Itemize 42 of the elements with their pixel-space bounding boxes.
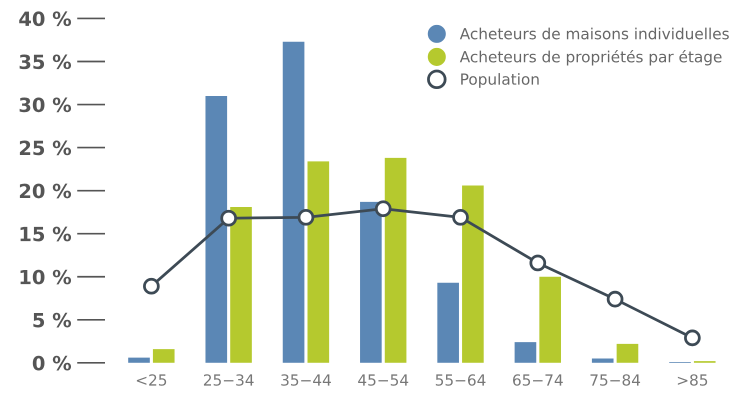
y-tick-label: 5 % <box>33 312 72 328</box>
bar <box>230 207 252 363</box>
point <box>374 200 392 218</box>
bar <box>437 282 459 363</box>
bar <box>282 42 304 363</box>
x-tick-label: >85 <box>678 374 708 386</box>
bar <box>205 96 228 363</box>
bar <box>592 358 614 363</box>
y-tick-label: 10 % <box>20 270 72 284</box>
y-tick-label: 0 % <box>32 356 72 371</box>
x-tick-label: 55−64 <box>436 374 486 386</box>
legend-label: Acheteurs de maisons individuelles <box>460 28 729 40</box>
x-tick-label: 35−44 <box>281 374 331 386</box>
y-tick-label: 25 % <box>20 140 72 156</box>
point <box>220 210 237 227</box>
bar <box>514 342 536 363</box>
bar <box>616 344 638 363</box>
bar <box>539 276 561 363</box>
point <box>606 290 624 308</box>
legend-label: Population <box>461 73 539 88</box>
x-tick-label: <25 <box>136 374 166 386</box>
point <box>529 254 546 272</box>
x-tick-label: 65−74 <box>513 374 563 386</box>
bar <box>152 349 175 363</box>
bar <box>384 158 406 363</box>
y-tick-label: 20 % <box>20 184 72 198</box>
bar <box>360 202 382 363</box>
legend-label: Acheteurs de propriétés par étage <box>460 50 722 66</box>
y-tick-label: 15 % <box>20 226 72 242</box>
x-tick-label: 75−84 <box>590 374 640 386</box>
x-tick-label: 25−34 <box>204 374 254 386</box>
y-tick-label: 40 % <box>19 11 72 26</box>
bar <box>307 161 330 363</box>
point <box>684 330 701 346</box>
y-tick-label: 30 % <box>20 98 72 112</box>
point <box>143 278 160 295</box>
bar <box>128 358 150 363</box>
point <box>298 209 314 226</box>
bar <box>462 185 484 363</box>
x-tick-label: 45−54 <box>358 374 408 386</box>
y-tick-label: 35 % <box>20 54 72 70</box>
point <box>452 209 469 226</box>
